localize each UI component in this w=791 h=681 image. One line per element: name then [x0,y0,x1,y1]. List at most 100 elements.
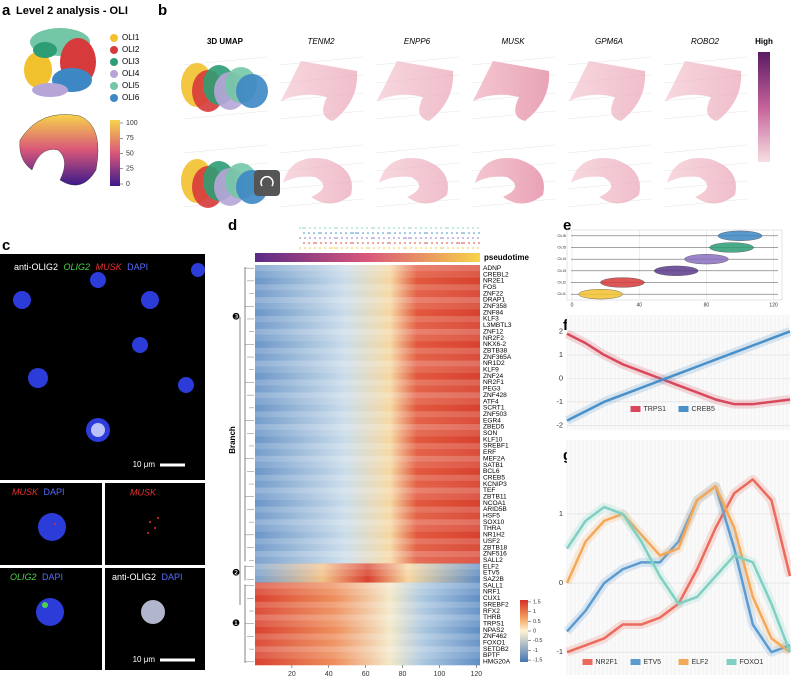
colorbar [520,600,528,662]
label-part: DAPI [162,572,183,582]
legend-label: OLI6 [122,93,140,102]
dot [157,517,159,519]
pseudotime-dot [478,242,480,244]
pseudotime-dot [309,227,311,229]
pseudotime-dot [346,237,348,239]
pseudotime-dot [308,232,310,234]
pseudotime-dot [446,232,448,234]
pseudotime-dot [405,247,407,249]
x-tick-label: 100 [434,671,446,678]
branch-number: ❷ [232,567,240,577]
pseudotime-dot [361,247,363,249]
gene-label: ZNF503 [483,411,507,418]
gene-label: ELF2 [483,563,499,570]
colorbar-label: 50 [126,150,134,157]
pseudotime-dot [372,232,374,234]
umap-clusters [24,28,96,97]
pseudotime-dot [314,237,316,239]
pseudotime-dot [350,242,352,244]
pseudotime-dot [387,232,389,234]
colorbar-label: 0 [126,181,130,188]
heatmap-row [255,461,480,469]
expression-shape [667,158,736,204]
gene-label: TRPS1 [483,620,505,627]
pseudotime-dot [361,227,363,229]
plot-grid [470,144,556,154]
pseudotime-dot [334,227,336,229]
gene-label: NCOA1 [483,500,506,507]
pseudotime-dot [324,227,326,229]
pseudotime-dot [388,237,390,239]
pseudotime-dot [302,227,304,229]
expression-shape [281,61,358,121]
pseudotime-dot [394,242,396,244]
pseudotime-dot [309,247,311,249]
olig2-signal [42,602,48,608]
pseudotime-dot [356,237,358,239]
legend-swatch [110,46,118,54]
pseudotime-dot [320,232,322,234]
colorbar [758,52,770,162]
pseudotime-dot [350,232,352,234]
heatmap-row [255,563,480,571]
micrograph [105,483,205,565]
x-tick-label: 40 [325,671,333,678]
violin [600,277,645,288]
heatmap-row [255,271,480,278]
gene-label: SALL2 [483,557,503,564]
pseudotime-dot [357,242,359,244]
pseudotime-dot [341,227,343,229]
heatmap-row [255,360,480,367]
panel-letter: d [228,217,237,234]
pseudotime-dot [430,247,432,249]
pseudotime-dot [445,227,447,229]
legend-label: TRPS1 [644,406,667,413]
pseudotime-dot [403,227,405,229]
micrograph [0,254,205,480]
pseudotime-dot [452,247,454,249]
pseudotime-dot [426,232,428,234]
heatmap-row [255,614,480,621]
column-title: TENM2 [307,37,335,46]
panel-letter: a [2,2,11,19]
reset-view-arrow [260,176,274,187]
plot-grid [374,144,460,154]
gene-label: SALL1 [483,582,503,589]
nucleus [178,377,194,393]
colorbar-label: 1.5 [533,599,541,605]
pseudotime-dot [436,232,438,234]
pseudotime-dot [467,237,469,239]
pseudotime-dot [373,247,375,249]
pseudotime-dot [473,242,475,244]
category-label: OLI4 [557,256,566,261]
musk-dots [54,517,159,534]
pseudotime-dot [415,247,417,249]
pseudotime-dot [457,237,459,239]
pseudotime-dot [424,232,426,234]
y-tick-label: -1 [556,647,563,656]
pseudotime-dot [446,242,448,244]
pseudotime-dot [447,227,449,229]
pseudotime-dot [410,227,412,229]
category-label: OLI2 [557,280,566,285]
pseudotime-dot [352,232,354,234]
legend-swatch [110,34,118,42]
heatmap-row [255,455,480,463]
plot-grid [278,144,364,154]
label-part: DAPI [44,487,65,497]
gene-label: ATF4 [483,398,499,405]
heatmap-row [255,652,480,659]
pseudotime-dot [383,227,385,229]
heatmap-row [255,449,480,456]
pseudotime-dot [330,232,332,234]
heatmap-row [255,518,480,526]
x-tick-label: 120 [769,302,778,308]
heatmap-row [255,322,480,329]
panel-letter: e [563,217,571,234]
pseudotime-dot [435,247,437,249]
pseudotime-dot [373,227,375,229]
umap3d-blob [236,74,268,108]
pseudotime-dot [415,237,417,239]
pseudotime-dot [442,247,444,249]
plot-area [566,229,783,301]
